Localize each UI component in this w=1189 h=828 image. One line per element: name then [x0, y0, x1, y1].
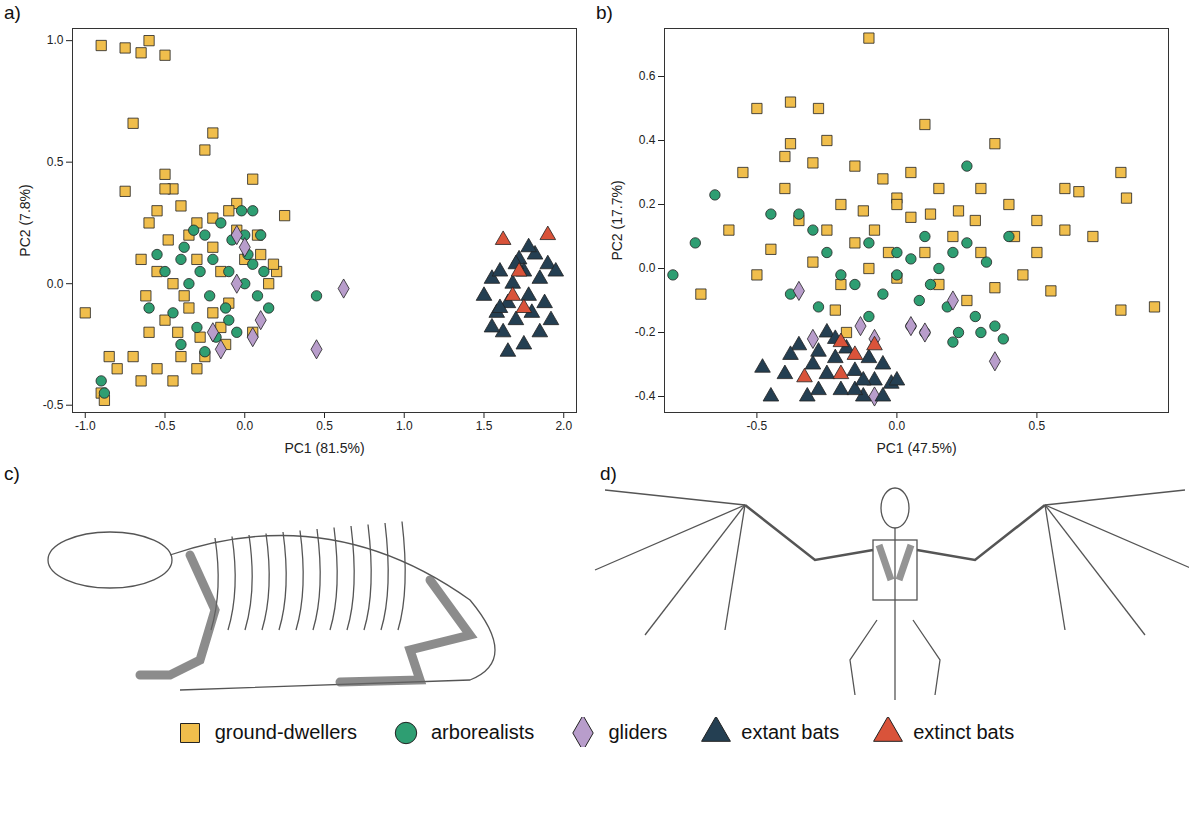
html-text:a): a)	[4, 2, 21, 23]
html-text:arborealists: arborealists	[431, 720, 535, 743]
svg-text:1.5: 1.5	[476, 419, 493, 433]
html-text:extant bats: extant bats	[741, 720, 840, 743]
svg-text:0.5: 0.5	[47, 155, 64, 169]
svg-text:-0.5: -0.5	[155, 419, 176, 433]
svg-text:-0.2: -0.2	[635, 325, 656, 339]
svg-text:0.0: 0.0	[236, 419, 253, 433]
svg-text:2.0: 2.0	[555, 419, 572, 433]
svg-text:PC2 (17.7%): PC2 (17.7%)	[609, 180, 625, 260]
svg-text:0.0: 0.0	[889, 419, 906, 433]
svg-text:PC2 (7.8%): PC2 (7.8%)	[17, 184, 33, 256]
html-text:b): b)	[596, 2, 613, 23]
svg-text:0.0: 0.0	[47, 277, 64, 291]
svg-text:0.5: 0.5	[316, 419, 333, 433]
svg-text:-0.5: -0.5	[747, 419, 768, 433]
svg-text:d): d)	[600, 463, 617, 484]
svg-text:PC1 (81.5%): PC1 (81.5%)	[284, 440, 364, 456]
html-text:extinct bats: extinct bats	[913, 720, 1015, 743]
html-text:gliders: gliders	[608, 720, 668, 743]
svg-text:-0.4: -0.4	[635, 389, 656, 403]
svg-text:c): c)	[4, 463, 20, 484]
svg-text:1.0: 1.0	[47, 33, 64, 47]
html-text:ground-dwellers: ground-dwellers	[214, 720, 357, 743]
svg-text:0.0: 0.0	[639, 261, 656, 275]
svg-text:0.2: 0.2	[639, 197, 656, 211]
svg-text:PC1 (47.5%): PC1 (47.5%)	[876, 440, 956, 456]
svg-text:0.5: 0.5	[1029, 419, 1046, 433]
svg-text:-0.5: -0.5	[43, 398, 64, 412]
svg-text:-1.0: -1.0	[75, 419, 96, 433]
svg-text:0.4: 0.4	[639, 133, 656, 147]
svg-text:0.6: 0.6	[639, 69, 656, 83]
svg-text:1.0: 1.0	[396, 419, 413, 433]
